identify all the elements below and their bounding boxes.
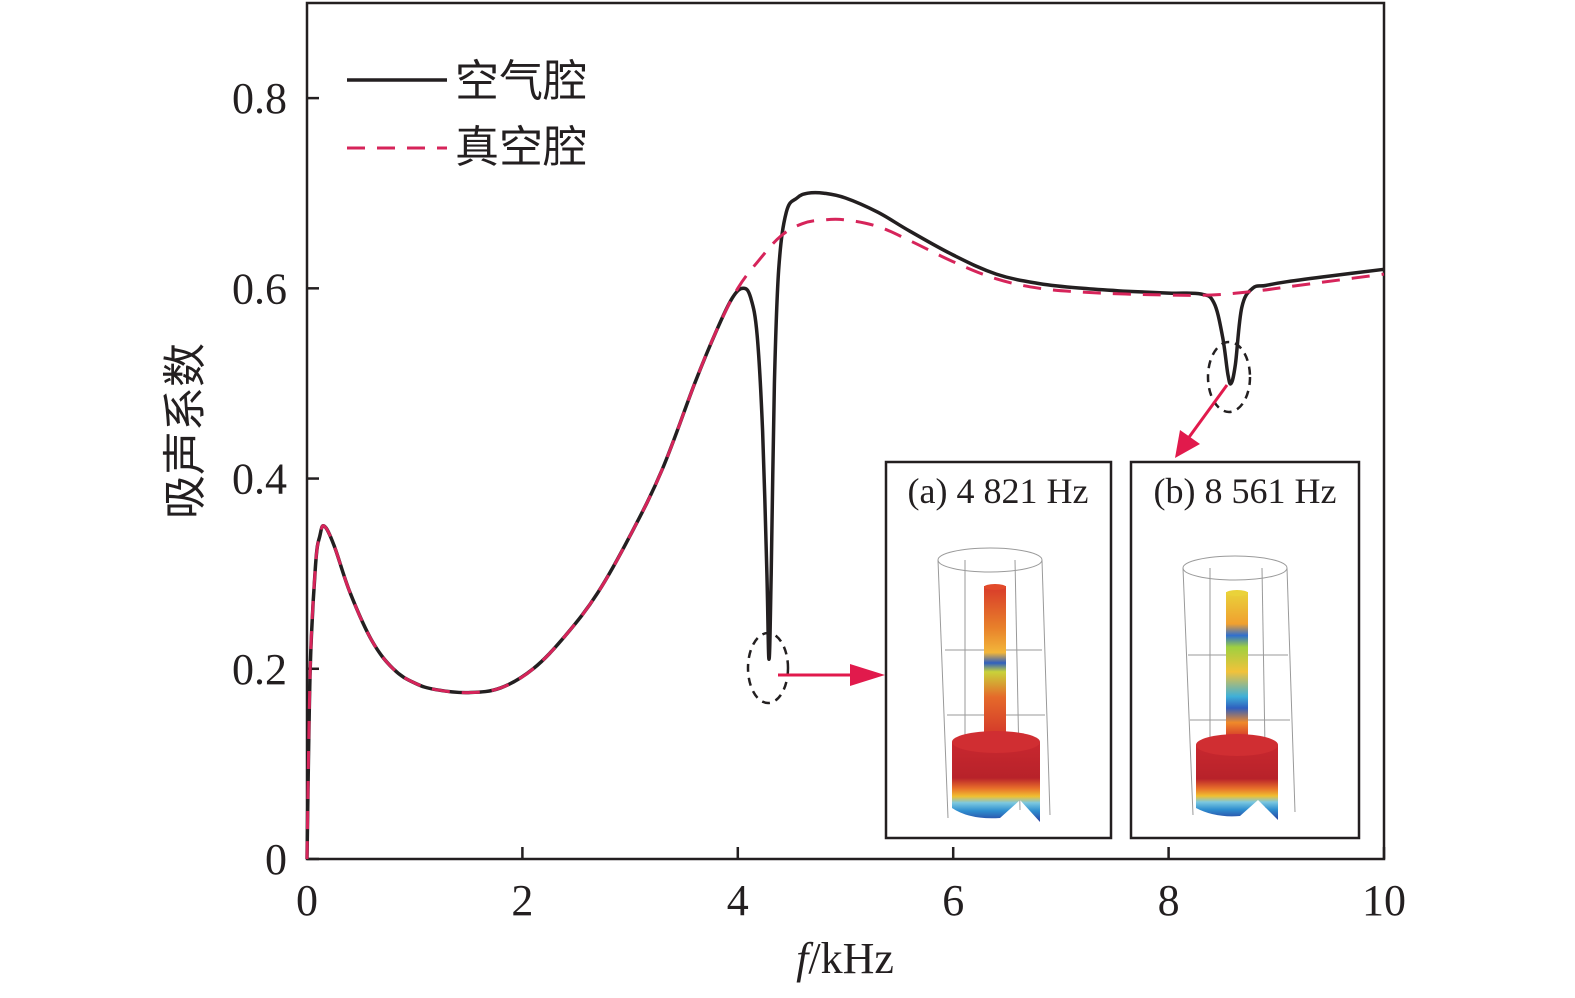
inset-b: (b) 8 561 Hz (1129, 460, 1361, 840)
x-tick-label-2: 2 (511, 876, 533, 925)
inset-b-cavity-top (1196, 734, 1278, 756)
legend: 空气腔 真空腔 (347, 56, 587, 173)
y-axis-title: 吸声系数 (160, 343, 211, 519)
x-tick-label-6: 6 (942, 876, 964, 925)
inset-b-neck-top (1226, 590, 1248, 596)
x-axis-title-unit: /kHz (808, 934, 894, 983)
highlight-ellipse-a (746, 631, 790, 705)
x-tick-label-10: 10 (1362, 876, 1406, 925)
x-axis-title: f/kHz (796, 934, 894, 983)
y-tick-label-0.6: 0.6 (232, 264, 287, 313)
arrow-b-shaft (1185, 384, 1229, 441)
tick-labels: 0 2 4 6 8 10 0 0.2 0.4 0.6 0.8 (232, 74, 1406, 925)
inset-a-neck-top (984, 584, 1006, 590)
legend-label-air-cavity: 空气腔 (455, 56, 587, 107)
arrow-a-head (850, 664, 885, 686)
inset-a-cavity (952, 742, 1040, 822)
x-tick-label-8: 8 (1158, 876, 1180, 925)
inset-b-neck (1226, 592, 1248, 737)
inset-b-title: (b) 8 561 Hz (1154, 471, 1337, 511)
annotations (746, 340, 1252, 705)
legend-label-vacuum-cavity: 真空腔 (455, 122, 587, 173)
inset-b-cavity (1196, 745, 1278, 820)
y-tick-label-0: 0 (265, 835, 287, 884)
inset-a-neck (984, 586, 1006, 734)
y-tick-label-0.8: 0.8 (232, 74, 287, 123)
x-tick-label-0: 0 (296, 876, 318, 925)
y-tick-label-0.2: 0.2 (232, 645, 287, 694)
series-line-vacuum-cavity (305, 217, 1385, 860)
inset-a: (a) 4 821 Hz (884, 460, 1113, 840)
y-tick-label-0.4: 0.4 (232, 455, 287, 504)
arrow-b-head (1175, 430, 1200, 458)
inset-a-cavity-top (952, 731, 1040, 753)
x-tick-label-4: 4 (727, 876, 749, 925)
inset-a-title: (a) 4 821 Hz (908, 471, 1089, 511)
highlight-ellipse-b (1206, 340, 1252, 414)
plot-frame (305, 1, 1386, 861)
